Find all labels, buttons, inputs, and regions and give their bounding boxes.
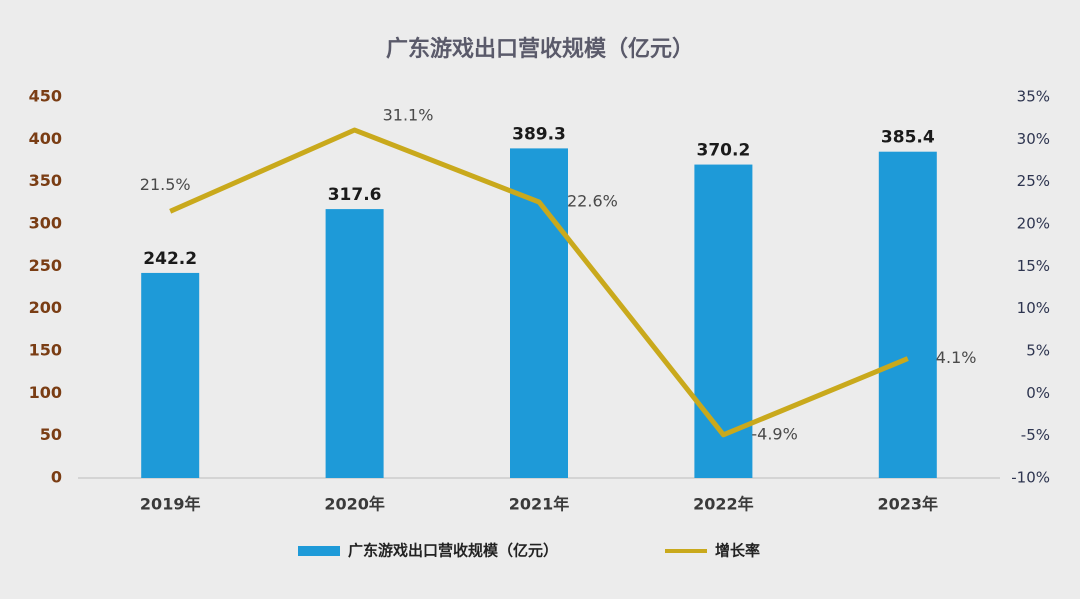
x-tick-label: 2023年	[878, 495, 939, 514]
chart-title: 广东游戏出口营收规模（亿元）	[386, 36, 694, 62]
y-tick-label: 450	[29, 87, 62, 106]
y2-tick-label: 35%	[1017, 88, 1050, 106]
x-tick-label: 2020年	[324, 495, 385, 514]
line-value-label: -4.9%	[751, 424, 797, 443]
line-value-label: 21.5%	[140, 175, 191, 194]
bar-value-label: 242.2	[143, 249, 197, 269]
line-value-label: 4.1%	[936, 348, 977, 367]
y2-tick-label: 25%	[1017, 172, 1050, 190]
bar	[325, 209, 384, 478]
bar	[141, 272, 200, 478]
bar-value-label: 389.3	[512, 124, 566, 144]
y2-tick-label: 30%	[1017, 130, 1050, 148]
y2-tick-label: 10%	[1017, 299, 1050, 317]
x-tick-label: 2019年	[140, 495, 201, 514]
y-tick-label: 100	[29, 383, 62, 402]
bar	[878, 151, 937, 478]
legend-label: 增长率	[715, 542, 760, 560]
y-tick-label: 50	[40, 425, 62, 444]
line-value-label: 22.6%	[567, 191, 618, 210]
y2-tick-label: 20%	[1017, 215, 1050, 233]
legend-swatch	[298, 546, 340, 556]
x-tick-label: 2021年	[509, 495, 570, 514]
y2-tick-label: -10%	[1011, 469, 1050, 487]
line	[169, 127, 909, 438]
y2-tick-label: 15%	[1017, 257, 1050, 275]
y2-tick-label: 5%	[1026, 342, 1050, 360]
y2-tick-label: 0%	[1026, 384, 1050, 402]
y-tick-label: 200	[29, 298, 62, 317]
legend-label: 广东游戏出口营收规模（亿元）	[348, 542, 558, 560]
y-tick-label: 400	[29, 129, 62, 148]
bar-value-label: 370.2	[697, 141, 751, 161]
bar	[510, 148, 568, 478]
y-tick-label: 350	[29, 171, 62, 190]
line-value-label: 31.1%	[383, 106, 434, 125]
y-tick-label: 300	[29, 214, 62, 233]
x-tick-label: 2022年	[693, 495, 754, 514]
y-tick-label: 150	[29, 341, 62, 360]
y-tick-label: 250	[29, 256, 62, 275]
bar-value-label: 317.6	[328, 185, 382, 205]
bar-value-label: 385.4	[881, 128, 935, 148]
y2-tick-label: -5%	[1021, 426, 1050, 444]
y-tick-label: 0	[51, 468, 62, 487]
